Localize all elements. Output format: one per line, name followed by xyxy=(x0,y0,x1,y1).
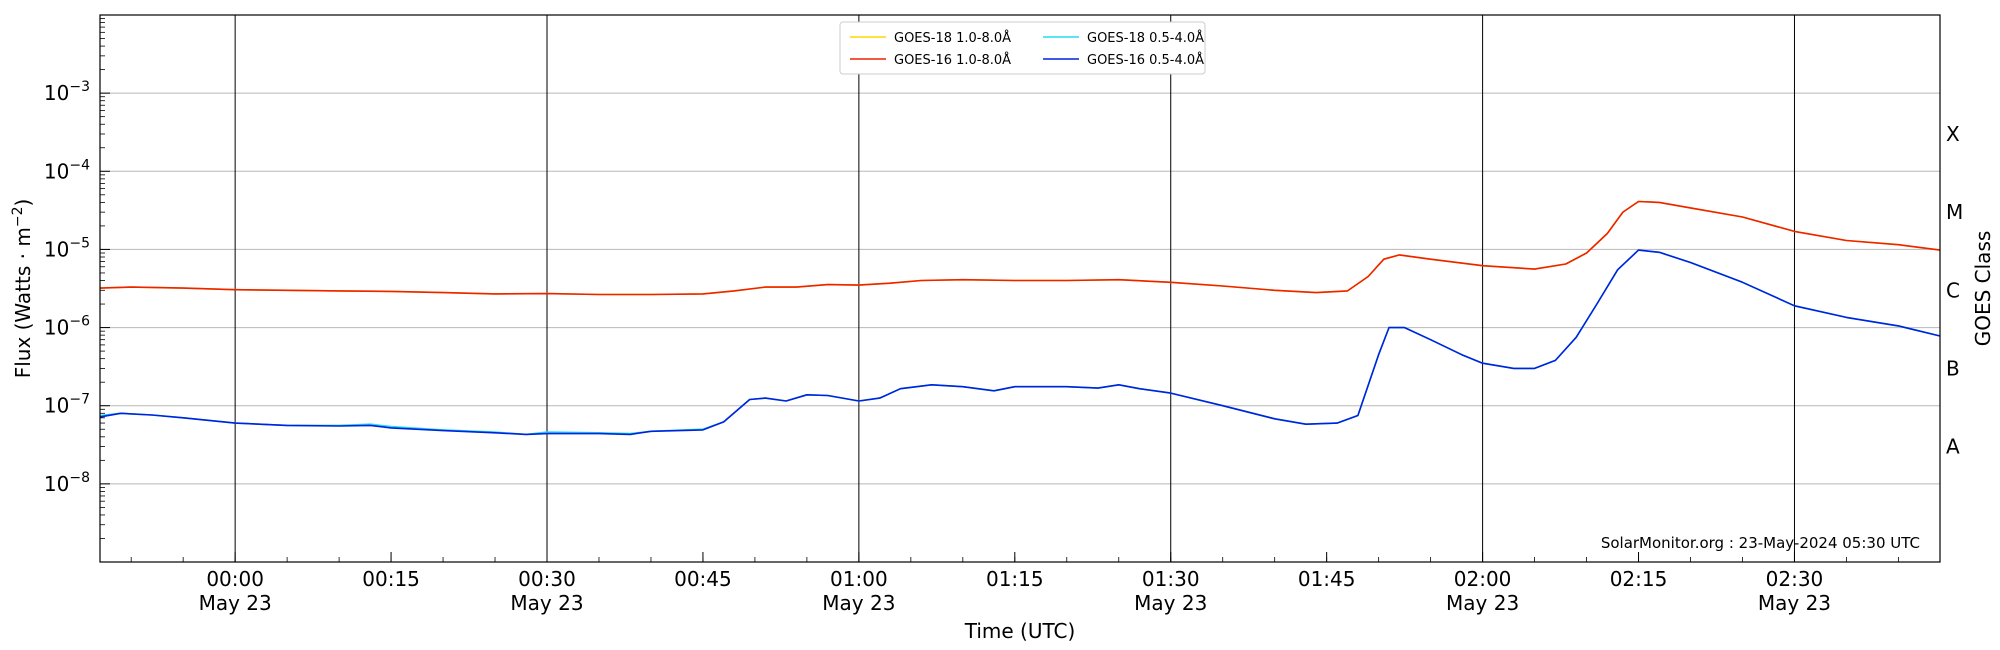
goes-class-x: X xyxy=(1946,122,1960,146)
y-tick-labels: 10−8 10−7 10−6 10−5 10−4 10−3 xyxy=(44,79,90,496)
goes-class-a: A xyxy=(1946,435,1960,459)
x-tick-label: 01:15 xyxy=(986,567,1044,591)
x-tick-label: 02:15 xyxy=(1610,567,1668,591)
y-tick-label: 10−6 xyxy=(44,314,90,340)
x-tick-label: 00:15 xyxy=(362,567,420,591)
goes-class-labels: A B C M X xyxy=(1946,122,1963,459)
series-line-4 xyxy=(99,249,1941,436)
goes-class-axis-label: GOES Class xyxy=(1971,231,1995,347)
x-tick-label: 01:30 xyxy=(1142,567,1200,591)
x-tick-label: 02:30 xyxy=(1766,567,1824,591)
legend-label-3: GOES-18 0.5-4.0Å xyxy=(1087,30,1204,46)
x-tick-label: 00:00 xyxy=(206,567,264,591)
x-tick-date-label: May 23 xyxy=(1134,591,1207,615)
legend: GOES-18 1.0-8.0Å GOES-16 1.0-8.0Å GOES-18 … xyxy=(839,21,1206,75)
x-tick-label: 00:30 xyxy=(518,567,576,591)
x-tick-date-label: May 23 xyxy=(822,591,895,615)
plot-frame xyxy=(99,14,1941,563)
x-tick-date-label: May 23 xyxy=(199,591,272,615)
legend-label-2: GOES-16 1.0-8.0Å xyxy=(894,52,1011,68)
grid-layer xyxy=(100,15,1940,562)
y-tick-label: 10−5 xyxy=(44,235,90,261)
x-tick-date-label: May 23 xyxy=(510,591,583,615)
y-tick-label: 10−4 xyxy=(44,157,90,183)
x-tick-label: 01:00 xyxy=(830,567,888,591)
x-tick-label: 00:45 xyxy=(674,567,732,591)
goes-class-m: M xyxy=(1946,200,1963,224)
legend-label-4: GOES-16 0.5-4.0Å xyxy=(1087,52,1204,68)
goes-class-b: B xyxy=(1946,356,1960,380)
series-line-3 xyxy=(99,249,1941,436)
y-tick-label: 10−8 xyxy=(44,470,90,496)
series-line-2 xyxy=(99,200,1941,296)
x-tick-label: 02:00 xyxy=(1454,567,1512,591)
legend-box xyxy=(839,21,1206,75)
x-tick-date-label: May 23 xyxy=(1758,591,1831,615)
y-tick-label: 10−3 xyxy=(44,79,90,105)
series-layer xyxy=(99,200,1941,436)
y-tick-label: 10−7 xyxy=(44,392,90,418)
legend-label-1: GOES-18 1.0-8.0Å xyxy=(894,30,1011,46)
ticks-layer xyxy=(100,18,1899,562)
x-tick-date-label: May 23 xyxy=(1446,591,1519,615)
goes-class-c: C xyxy=(1946,278,1960,302)
x-tick-label: 01:45 xyxy=(1298,567,1356,591)
credit-text: SolarMonitor.org : 23-May-2024 05:30 UTC xyxy=(1601,534,1920,552)
x-axis-label: Time (UTC) xyxy=(964,619,1076,643)
y-axis-label: Flux (Watts · m−2) xyxy=(10,199,35,379)
